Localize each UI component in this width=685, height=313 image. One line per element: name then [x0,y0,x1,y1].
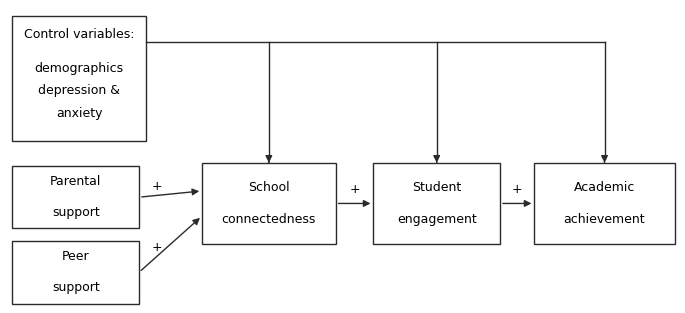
Text: Peer: Peer [62,250,90,263]
Text: engagement: engagement [397,213,477,226]
Text: support: support [52,206,99,219]
Bar [12,166,139,228]
Text: anxiety: anxiety [56,107,102,120]
Text: achievement: achievement [564,213,645,226]
Bar [202,163,336,244]
Bar [534,163,675,244]
Text: Control variables:: Control variables: [24,28,134,41]
Bar [12,16,146,141]
Text: Parental: Parental [50,175,101,188]
Text: +: + [349,183,360,196]
Text: +: + [151,180,162,193]
Text: demographics: demographics [34,62,124,75]
Text: +: + [151,241,162,254]
Text: support: support [52,281,99,295]
Bar [12,241,139,304]
Text: depression &: depression & [38,84,120,97]
Text: Student: Student [412,181,461,194]
Text: School: School [248,181,290,194]
Text: +: + [512,183,523,196]
Text: connectedness: connectedness [222,213,316,226]
Text: Academic: Academic [574,181,635,194]
Bar [373,163,500,244]
